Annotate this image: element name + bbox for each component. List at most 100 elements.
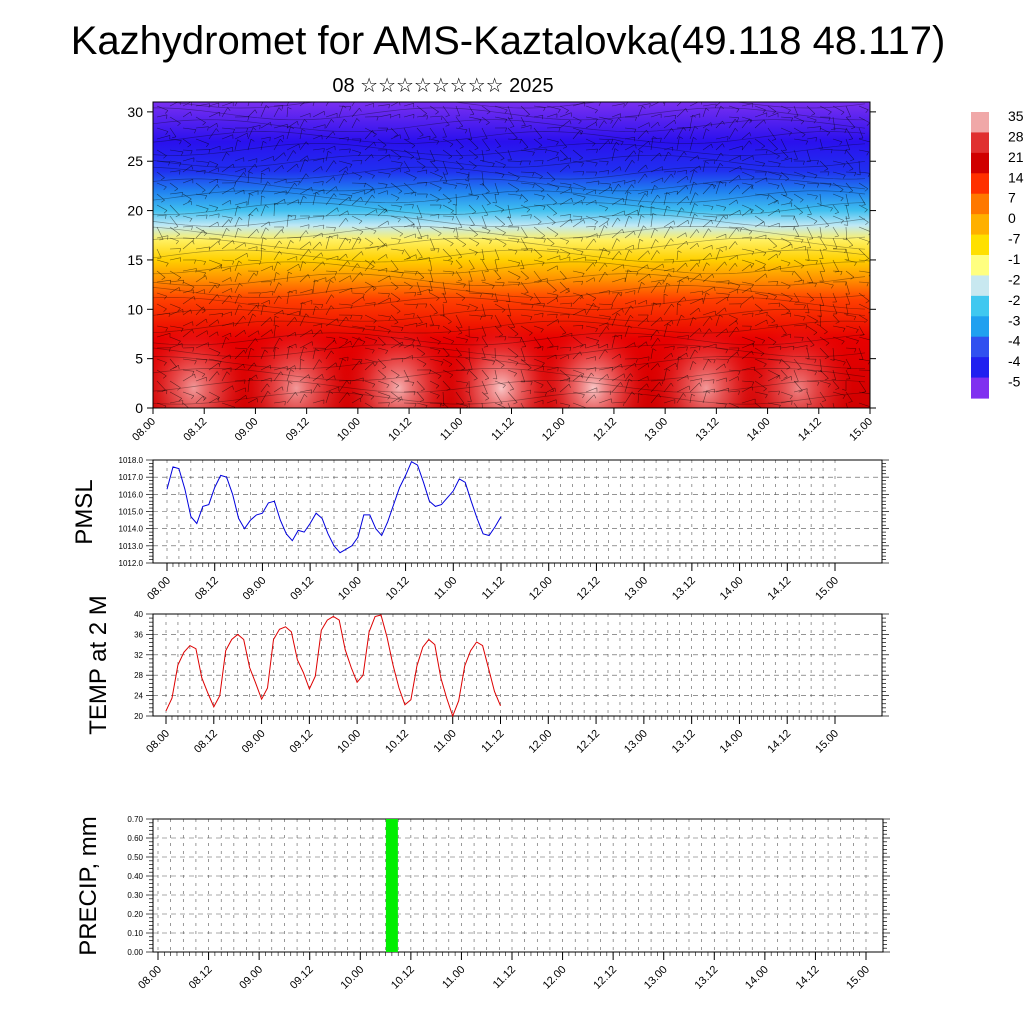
wind-barb-flag (189, 411, 193, 413)
x-tick-label: 14.00 (745, 416, 773, 444)
colorbar-label: -2 (1008, 292, 1021, 308)
temp-xtick-label: 08.00 (144, 728, 172, 756)
colorbar-swatch (971, 112, 989, 133)
temp-xtick-label: 09.00 (240, 728, 268, 756)
precip-ytick-label: 0.00 (127, 948, 143, 957)
temp-xtick-label: 08.12 (192, 728, 220, 756)
colorbar-swatch (971, 255, 989, 276)
x-tick-label: 12.00 (540, 416, 568, 444)
colorbar-label: -7 (1008, 231, 1021, 247)
precip-xtick-label: 10.12 (389, 964, 417, 992)
colorbar-label: -4 (1008, 353, 1021, 369)
wind-barb-flag (725, 98, 727, 102)
pmsl-ytick-label: 1015.0 (119, 508, 144, 517)
colorbar-label: -3 (1008, 312, 1021, 328)
cross-section-plot-area (136, 93, 872, 458)
pmsl-xtick-label: 09.00 (241, 575, 269, 603)
pmsl-xtick-label: 10.00 (336, 575, 364, 603)
y-tick-label: 5 (135, 351, 143, 367)
x-tick-label: 14.12 (796, 416, 824, 444)
colorbar-swatch (971, 357, 989, 378)
colorbar-label: -4 (1008, 333, 1021, 349)
precip-xtick-label: 11.12 (491, 964, 518, 991)
wind-barb-flag (480, 416, 484, 417)
colorbar-swatch (971, 214, 989, 235)
precip-ytick-label: 0.20 (127, 910, 143, 919)
pmsl-ytick-label: 1016.0 (119, 490, 144, 499)
precip-ytick-label: 0.40 (127, 872, 143, 881)
y-tick-label: 10 (127, 301, 143, 317)
temp-xtick-label: 09.12 (288, 728, 316, 756)
x-tick-label: 12.12 (591, 416, 619, 444)
colorbar-label: -2 (1008, 271, 1021, 287)
temp-xtick-label: 14.12 (765, 728, 793, 756)
wind-barb-flag (466, 416, 470, 417)
pmsl-xtick-label: 13.12 (670, 575, 698, 603)
wind-barb-flag (823, 413, 827, 414)
wind-barb-flag (797, 412, 801, 413)
x-tick-label: 13.00 (642, 416, 670, 444)
y-tick-label: 0 (135, 400, 143, 416)
pmsl-xtick-label: 13.00 (622, 575, 650, 603)
pmsl-panel: 1012.01013.01014.01015.01016.01017.01018… (119, 456, 889, 603)
colorbar-label: 14 (1008, 169, 1024, 185)
x-tick-label: 11.12 (489, 416, 516, 443)
wind-barb-flag (631, 97, 633, 100)
precip-ytick-label: 0.30 (127, 891, 143, 900)
y-tick-label: 20 (127, 203, 143, 219)
temp-xtick-label: 13.12 (670, 728, 698, 756)
x-tick-label: 10.00 (335, 416, 363, 444)
temp-xtick-label: 15.00 (813, 728, 841, 756)
temp-xtick-label: 13.00 (622, 728, 650, 756)
temp-xtick-label: 10.00 (335, 728, 363, 756)
wind-barb-flag (239, 98, 242, 101)
precip-xtick-label: 13.00 (642, 964, 670, 992)
wind-barb-flag (251, 95, 254, 97)
pmsl-xtick-label: 14.00 (718, 575, 746, 603)
pmsl-xtick-label: 09.12 (288, 575, 316, 603)
pmsl-ytick-label: 1018.0 (119, 456, 144, 465)
colorbar-label: 28 (1008, 128, 1024, 144)
precip-xtick-label: 09.00 (237, 964, 265, 992)
temp-xtick-label: 10.12 (383, 728, 411, 756)
pmsl-xtick-label: 12.00 (527, 575, 555, 603)
pmsl-ytick-label: 1017.0 (119, 473, 144, 482)
y-tick-label: 15 (127, 252, 143, 268)
colorbar-swatch (971, 194, 989, 215)
temp-ytick-label: 20 (134, 712, 143, 721)
colorbar-label: 7 (1008, 190, 1016, 206)
temp-xtick-label: 11.00 (431, 728, 458, 755)
wind-barb-flag (685, 98, 687, 102)
temp-ytick-label: 28 (134, 671, 143, 680)
pmsl-xtick-label: 08.12 (193, 575, 221, 603)
pmsl-ytick-label: 1012.0 (119, 559, 144, 568)
precip-xtick-label: 13.12 (692, 964, 720, 992)
precip-ytick-label: 0.50 (127, 853, 143, 862)
colorbar-label: 35 (1008, 108, 1024, 124)
colorbar-swatch (971, 316, 989, 337)
x-tick-label: 13.12 (694, 416, 722, 444)
precip-xtick-label: 09.12 (288, 964, 316, 992)
y-tick-label: 25 (127, 153, 143, 169)
x-tick-label: 11.00 (438, 416, 465, 443)
chart-subtitle: 08 ☆☆☆☆☆☆☆☆ 2025 (332, 75, 553, 97)
pmsl-series-line (167, 462, 501, 553)
temp-frame (153, 614, 882, 716)
pmsl-xtick-label: 08.00 (145, 575, 173, 603)
wind-barb-flag (373, 410, 376, 413)
pmsl-xtick-label: 15.00 (813, 575, 841, 603)
colorbar-label: -5 (1008, 374, 1021, 390)
colorbar-label: 0 (1008, 210, 1016, 226)
colorbar-swatch (971, 132, 989, 153)
pmsl-ytick-label: 1014.0 (119, 525, 144, 534)
temp-xtick-label: 12.12 (574, 728, 602, 756)
wind-barb-flag (357, 97, 360, 100)
colorbar-swatch (971, 235, 989, 256)
x-tick-label: 08.12 (181, 416, 209, 444)
